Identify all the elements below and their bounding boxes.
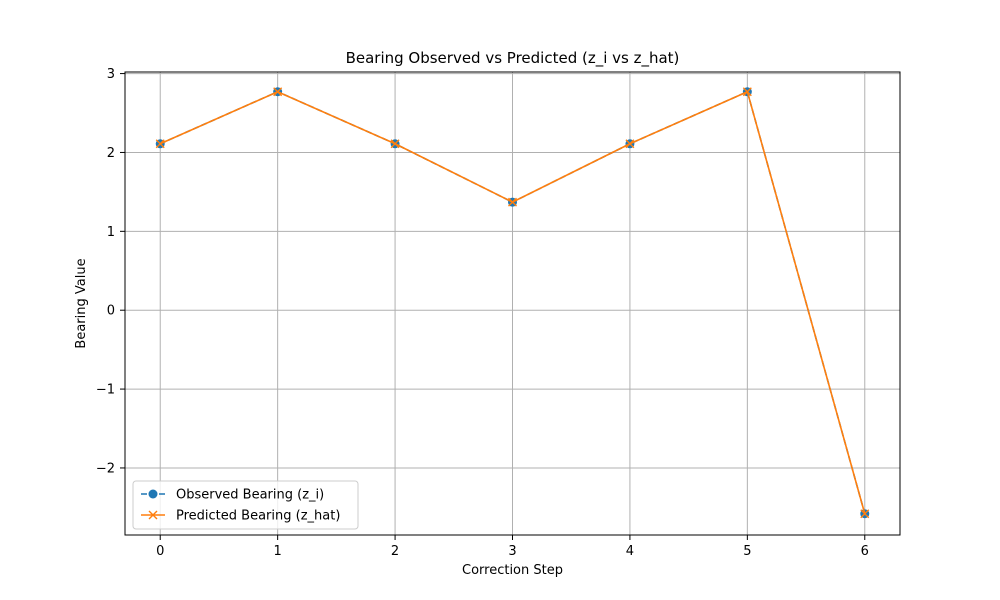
x-tick-label: 4 — [626, 544, 634, 559]
y-tick-label: −1 — [96, 383, 115, 398]
x-axis-label: Correction Step — [462, 563, 563, 578]
legend-marker — [148, 510, 158, 520]
y-axis-label: Bearing Value — [74, 258, 89, 348]
legend-box — [132, 480, 359, 530]
chart-title: Bearing Observed vs Predicted (z_i vs z_… — [346, 49, 680, 68]
series-predicted — [155, 87, 870, 519]
data-point — [860, 509, 870, 519]
legend-entry: Predicted Bearing (z_hat) — [141, 509, 340, 524]
grid — [125, 72, 900, 535]
legend-label: Predicted Bearing (z_hat) — [176, 509, 340, 524]
legend: Observed Bearing (z_i) Predicted Bearing … — [132, 480, 359, 530]
data-point — [742, 87, 752, 97]
y-tick-label: 3 — [107, 67, 115, 82]
data-point — [273, 87, 283, 97]
series-layer — [155, 87, 870, 519]
data-point — [508, 197, 517, 207]
y-tick-label: −2 — [96, 461, 115, 476]
x-tick-label: 0 — [156, 544, 164, 559]
y-tick-label: 2 — [107, 146, 115, 161]
legend-marker — [148, 489, 158, 499]
x-tick-label: 3 — [508, 544, 516, 559]
y-tick-label: 1 — [107, 225, 115, 240]
x-tick-label: 1 — [274, 544, 282, 559]
x-tick-label: 2 — [391, 544, 399, 559]
y-tick-label: 0 — [107, 304, 115, 319]
axes-layer: 0 1 2 3 4 5 6 −2 −1 0 1 2 3 — [96, 67, 869, 559]
legend-entry: Observed Bearing (z_i) — [141, 488, 324, 503]
data-point — [390, 139, 400, 149]
x-tick-label: 6 — [861, 544, 869, 559]
legend-label: Observed Bearing (z_i) — [176, 488, 324, 503]
x-tick-label: 5 — [743, 544, 751, 559]
data-point — [155, 139, 165, 149]
data-point — [625, 139, 635, 149]
